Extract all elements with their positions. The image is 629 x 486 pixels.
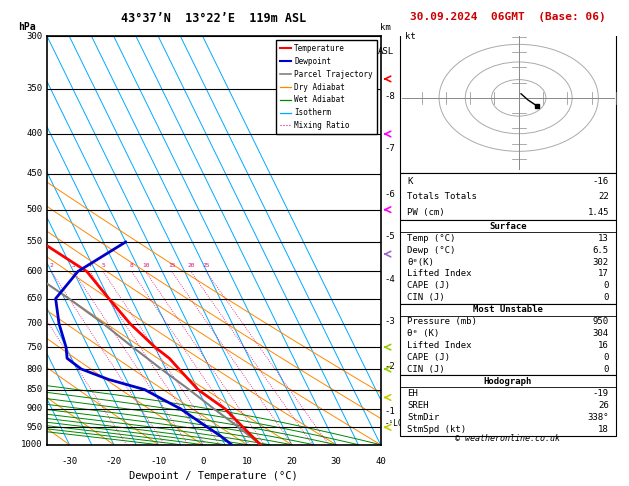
Text: -5: -5 <box>384 232 395 241</box>
Text: -30: -30 <box>62 457 77 466</box>
Bar <box>400 28 616 173</box>
Text: 350: 350 <box>26 84 43 93</box>
Text: 0: 0 <box>604 281 609 291</box>
Text: Temp (°C): Temp (°C) <box>407 234 455 243</box>
Text: © weatheronline.co.uk: © weatheronline.co.uk <box>455 434 560 443</box>
Text: -7: -7 <box>384 143 395 153</box>
Text: -1: -1 <box>384 407 395 416</box>
Text: 0: 0 <box>604 365 609 374</box>
Text: θᵉ(K): θᵉ(K) <box>407 258 434 266</box>
Text: 30.09.2024  06GMT  (Base: 06): 30.09.2024 06GMT (Base: 06) <box>410 12 606 22</box>
Text: kt: kt <box>404 33 415 41</box>
Text: 13: 13 <box>598 234 609 243</box>
Text: 1000: 1000 <box>21 440 43 449</box>
Text: 15: 15 <box>168 263 175 268</box>
Text: 500: 500 <box>26 205 43 214</box>
Text: Totals Totals: Totals Totals <box>407 192 477 201</box>
Text: 800: 800 <box>26 364 43 374</box>
Text: 2: 2 <box>50 263 53 268</box>
Text: 6.5: 6.5 <box>593 245 609 255</box>
Text: km: km <box>380 23 391 33</box>
Text: 450: 450 <box>26 170 43 178</box>
Text: 8: 8 <box>130 263 133 268</box>
Text: EH: EH <box>407 389 418 398</box>
Text: hPa: hPa <box>18 22 36 33</box>
Text: Mixing Ratio (g/kg): Mixing Ratio (g/kg) <box>403 254 412 349</box>
Text: ASL: ASL <box>377 47 394 56</box>
Text: 300: 300 <box>26 32 43 41</box>
Text: Hodograph: Hodograph <box>484 377 532 386</box>
Text: θᵉ (K): θᵉ (K) <box>407 329 439 338</box>
Text: 4: 4 <box>88 263 92 268</box>
Text: 0: 0 <box>200 457 206 466</box>
Text: Dewpoint / Temperature (°C): Dewpoint / Temperature (°C) <box>130 471 298 481</box>
Text: 650: 650 <box>26 294 43 303</box>
Text: 302: 302 <box>593 258 609 266</box>
Text: -8: -8 <box>384 92 395 101</box>
Text: SREH: SREH <box>407 401 428 410</box>
Text: -16: -16 <box>593 176 609 186</box>
Text: 26: 26 <box>598 401 609 410</box>
Text: Surface: Surface <box>489 222 526 231</box>
Bar <box>400 304 616 375</box>
Text: Lifted Index: Lifted Index <box>407 341 471 350</box>
Text: 16: 16 <box>598 341 609 350</box>
Text: 304: 304 <box>593 329 609 338</box>
Text: -4: -4 <box>384 275 395 284</box>
Bar <box>400 173 616 220</box>
Text: 20: 20 <box>286 457 297 466</box>
Text: 338°: 338° <box>587 413 609 422</box>
Text: 850: 850 <box>26 385 43 394</box>
Text: 3: 3 <box>72 263 75 268</box>
Text: -19: -19 <box>593 389 609 398</box>
Text: -20: -20 <box>106 457 122 466</box>
Text: Dewp (°C): Dewp (°C) <box>407 245 455 255</box>
Text: -3: -3 <box>384 317 395 326</box>
Text: 950: 950 <box>26 423 43 432</box>
Text: StmDir: StmDir <box>407 413 439 422</box>
Text: 10: 10 <box>142 263 149 268</box>
Text: 18: 18 <box>598 425 609 434</box>
Text: -¹LCL: -¹LCL <box>384 419 408 428</box>
Text: 900: 900 <box>26 404 43 414</box>
Text: Pressure (mb): Pressure (mb) <box>407 317 477 326</box>
Text: 600: 600 <box>26 267 43 276</box>
Text: 43°37’N  13°22’E  119m ASL: 43°37’N 13°22’E 119m ASL <box>121 12 306 25</box>
Legend: Temperature, Dewpoint, Parcel Trajectory, Dry Adiabat, Wet Adiabat, Isotherm, Mi: Temperature, Dewpoint, Parcel Trajectory… <box>276 40 377 134</box>
Text: StmSpd (kt): StmSpd (kt) <box>407 425 466 434</box>
Text: PW (cm): PW (cm) <box>407 208 445 217</box>
Text: 0: 0 <box>604 294 609 302</box>
Text: 25: 25 <box>203 263 210 268</box>
Text: CAPE (J): CAPE (J) <box>407 353 450 362</box>
Text: Lifted Index: Lifted Index <box>407 269 471 278</box>
Text: 5: 5 <box>101 263 105 268</box>
Text: -6: -6 <box>384 190 395 199</box>
Text: CIN (J): CIN (J) <box>407 294 445 302</box>
Text: 950: 950 <box>593 317 609 326</box>
Text: CAPE (J): CAPE (J) <box>407 281 450 291</box>
Text: 0: 0 <box>604 353 609 362</box>
Text: 550: 550 <box>26 238 43 246</box>
Text: 1.45: 1.45 <box>587 208 609 217</box>
Text: 700: 700 <box>26 319 43 328</box>
Bar <box>400 220 616 304</box>
Text: 40: 40 <box>375 457 386 466</box>
Text: -2: -2 <box>384 363 395 371</box>
Text: 400: 400 <box>26 129 43 139</box>
Text: 17: 17 <box>598 269 609 278</box>
Text: K: K <box>407 176 412 186</box>
Text: Most Unstable: Most Unstable <box>473 305 543 314</box>
Bar <box>400 375 616 436</box>
Text: 750: 750 <box>26 343 43 352</box>
Text: 10: 10 <box>242 457 253 466</box>
Text: 22: 22 <box>598 192 609 201</box>
Text: 30: 30 <box>331 457 342 466</box>
Text: -10: -10 <box>150 457 166 466</box>
Text: CIN (J): CIN (J) <box>407 365 445 374</box>
Text: 20: 20 <box>187 263 195 268</box>
